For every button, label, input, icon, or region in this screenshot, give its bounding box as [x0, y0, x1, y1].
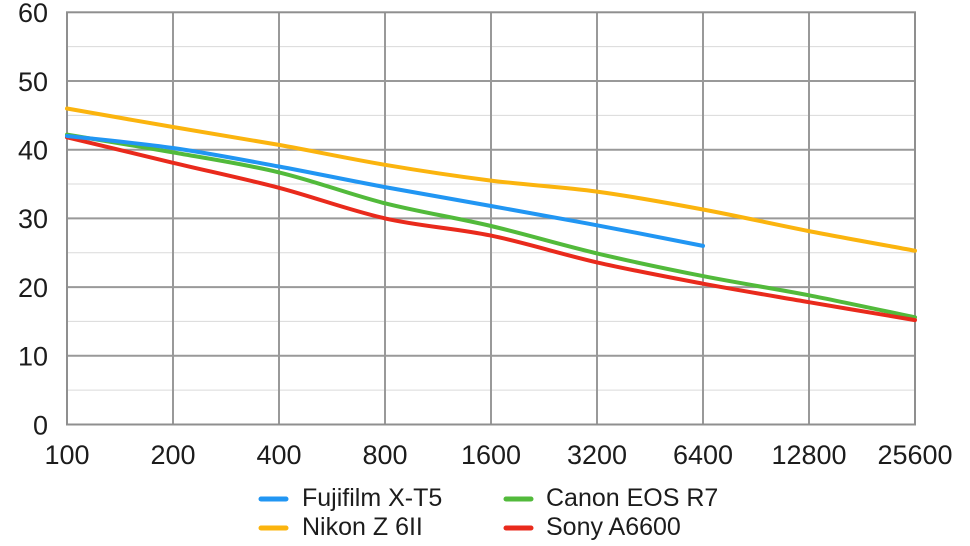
svg-text:40: 40	[18, 136, 48, 166]
svg-text:3200: 3200	[567, 440, 627, 470]
svg-text:Nikon Z 6II: Nikon Z 6II	[302, 513, 423, 541]
svg-text:Sony A6600: Sony A6600	[546, 513, 681, 541]
svg-text:20: 20	[18, 273, 48, 303]
svg-text:30: 30	[18, 204, 48, 234]
svg-text:Canon EOS R7: Canon EOS R7	[546, 484, 718, 512]
svg-text:200: 200	[150, 440, 195, 470]
svg-text:0: 0	[33, 410, 48, 440]
svg-text:1600: 1600	[461, 440, 521, 470]
svg-text:6400: 6400	[673, 440, 733, 470]
svg-text:Fujifilm X-T5: Fujifilm X-T5	[302, 484, 442, 512]
svg-text:25600: 25600	[877, 440, 952, 470]
svg-text:50: 50	[18, 67, 48, 97]
svg-text:800: 800	[362, 440, 407, 470]
svg-text:10: 10	[18, 342, 48, 372]
svg-text:400: 400	[256, 440, 301, 470]
svg-text:100: 100	[44, 440, 89, 470]
svg-text:12800: 12800	[771, 440, 846, 470]
svg-text:60: 60	[18, 0, 48, 28]
